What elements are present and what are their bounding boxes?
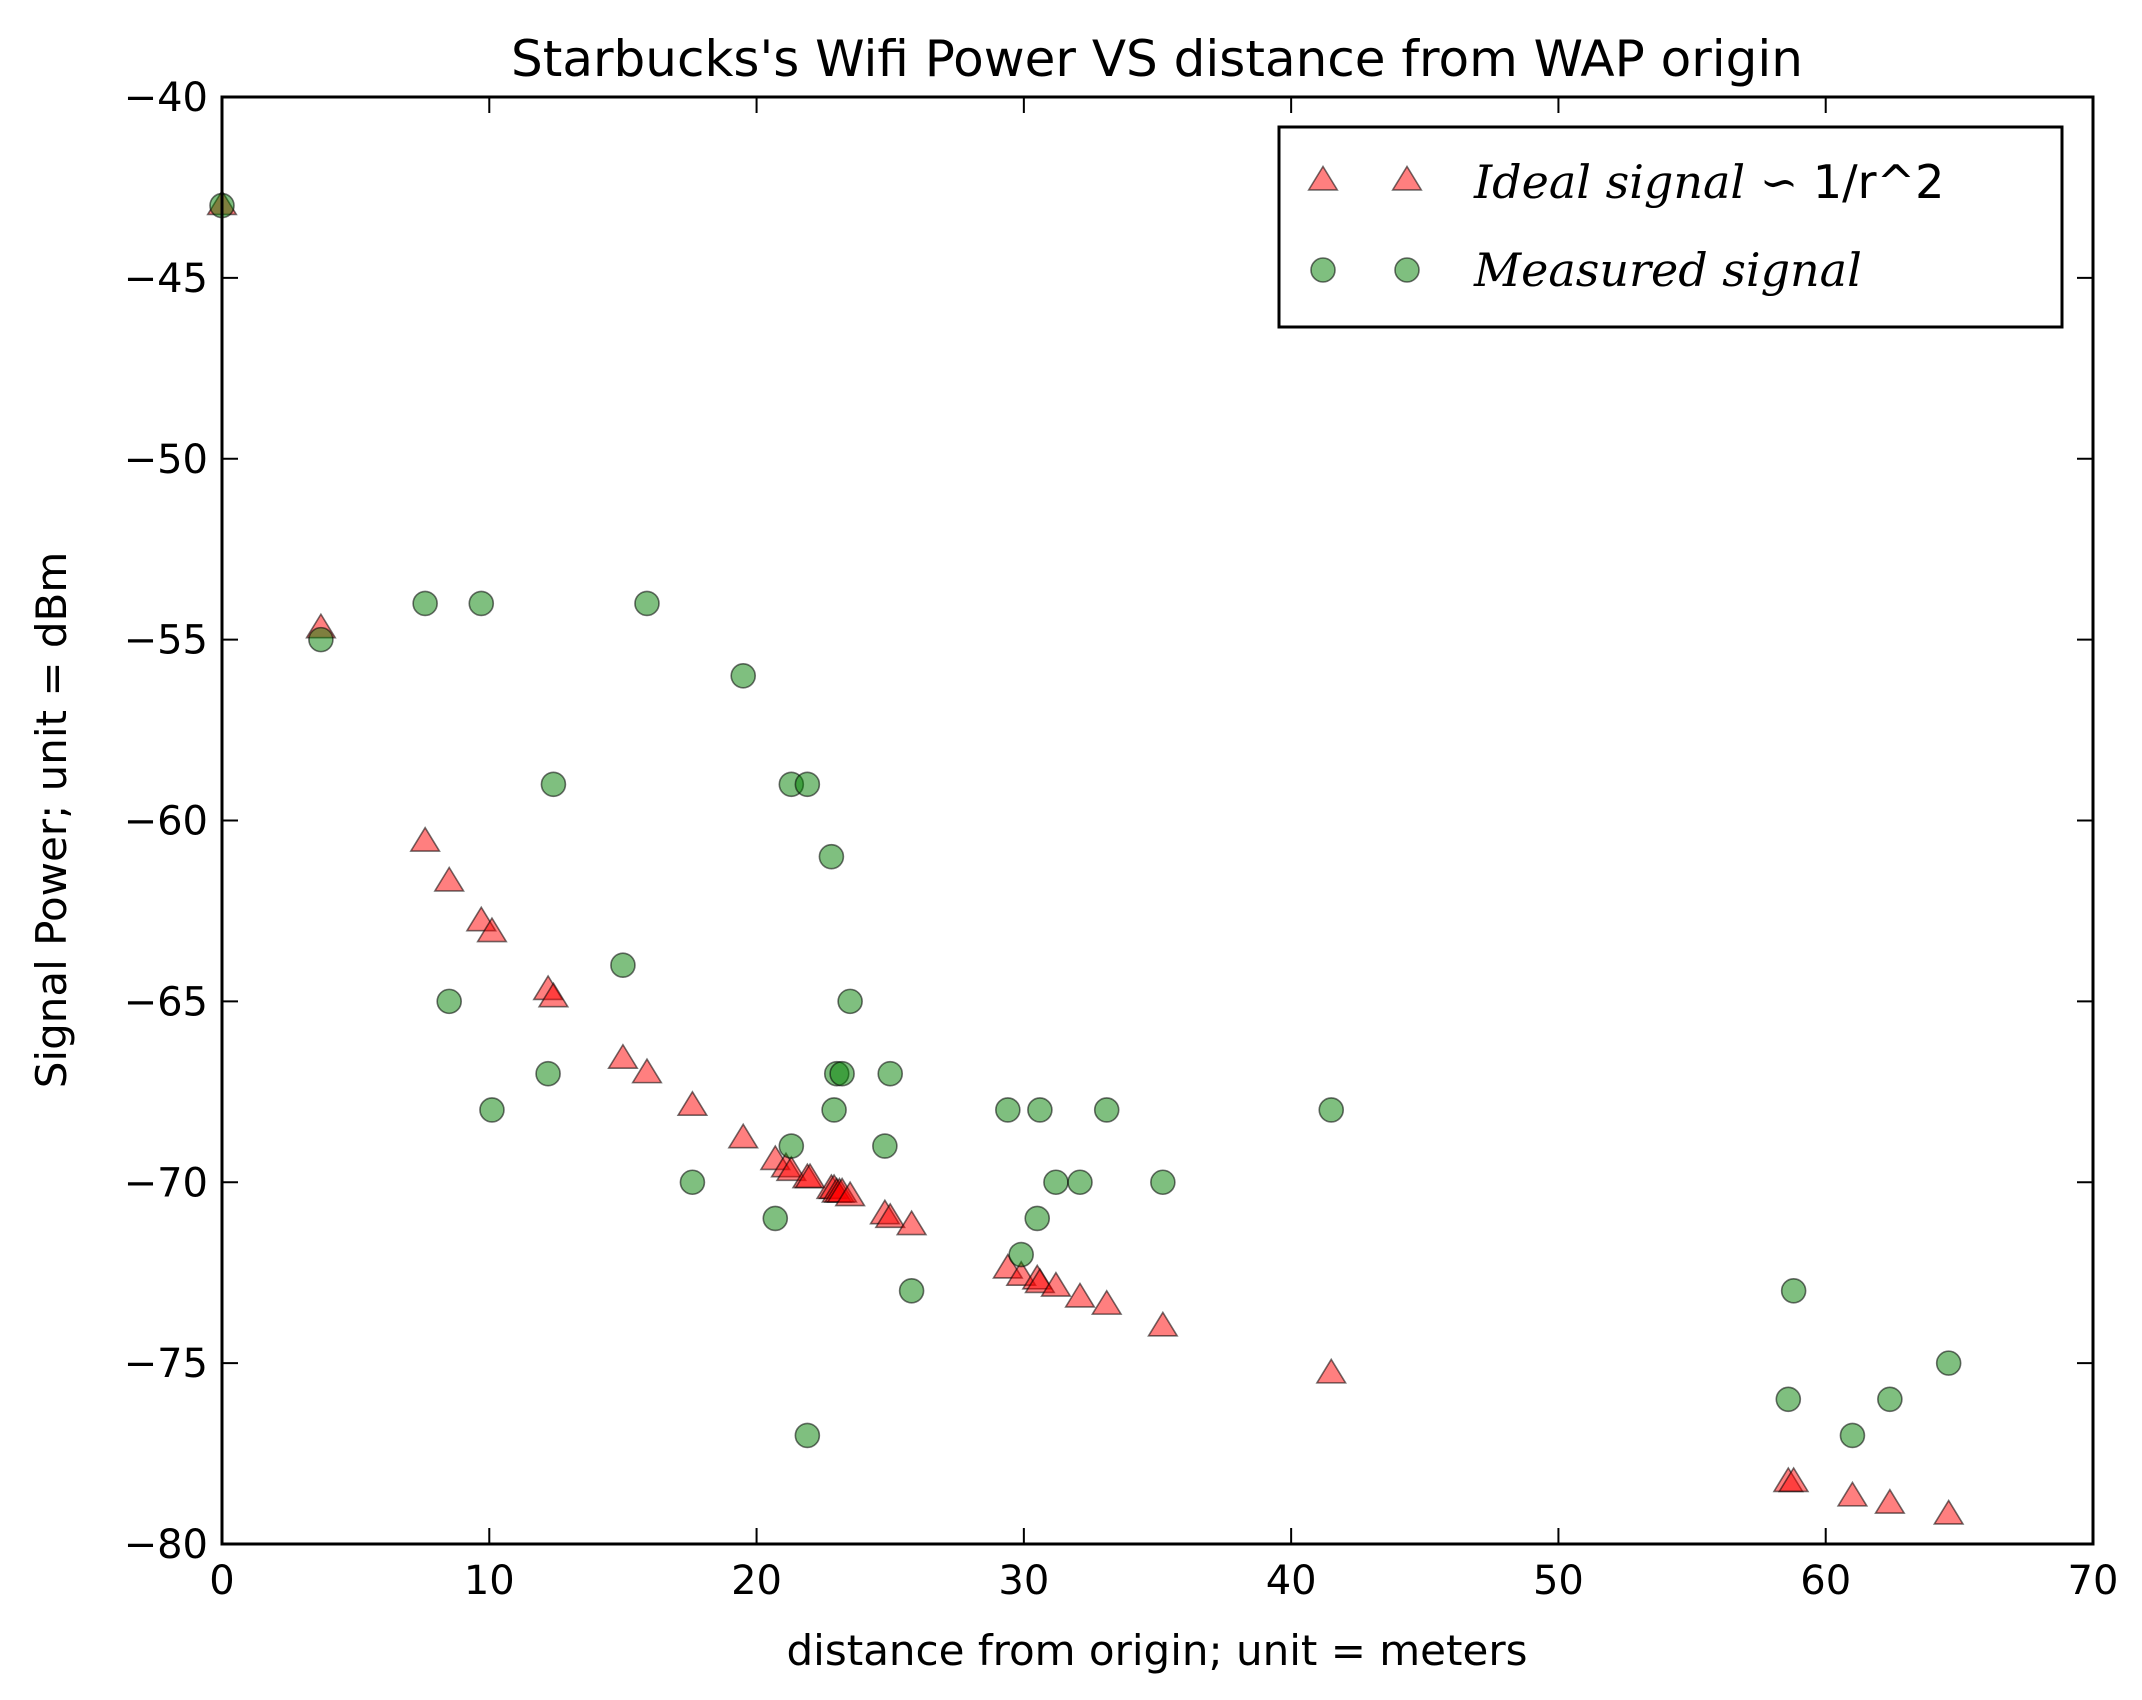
measured-point <box>308 626 334 653</box>
ideal-point <box>1090 1289 1123 1315</box>
x-tick-label: 20 <box>731 1558 782 1604</box>
ideal-point <box>676 1090 709 1116</box>
legend-ideal-marker <box>1391 164 1423 191</box>
y-tick-label: −70 <box>124 1160 208 1206</box>
measured-point <box>995 1097 1021 1123</box>
measured-point <box>818 843 845 870</box>
legend-measured-marker <box>1310 257 1336 283</box>
measured-point <box>794 771 821 798</box>
ideal-point <box>834 1180 866 1207</box>
measured-point <box>610 952 636 979</box>
measured-point <box>898 1277 925 1304</box>
ideal-point <box>1040 1271 1072 1297</box>
x-tick-label: 70 <box>2068 1558 2119 1604</box>
measured-point <box>837 988 863 1015</box>
ideal-point <box>1777 1466 1810 1493</box>
legend: Ideal signal ∽ 1/r^2 Measured signal <box>1277 125 2064 329</box>
y-tick-label: −40 <box>124 75 208 121</box>
measured-point <box>1093 1097 1120 1123</box>
measured-point <box>1067 1169 1093 1196</box>
measured-point <box>762 1205 789 1232</box>
measured-point <box>778 1133 805 1159</box>
plot-frame <box>220 95 2095 1546</box>
ideal-point <box>727 1122 759 1149</box>
ideal-point <box>1932 1499 1965 1525</box>
ideal-point <box>1147 1310 1179 1337</box>
measured-point <box>1935 1350 1962 1376</box>
measured-point <box>877 1060 904 1087</box>
measured-point <box>540 771 567 798</box>
measured-point <box>1043 1169 1069 1196</box>
measured-point <box>436 988 462 1015</box>
measured-point <box>1150 1169 1176 1196</box>
x-tick-label: 0 <box>209 1558 234 1604</box>
measured-point <box>821 1097 847 1123</box>
measured-point <box>1775 1386 1802 1413</box>
x-tick-label: 40 <box>1266 1558 1317 1604</box>
ideal-point <box>476 916 508 943</box>
legend-measured-marker <box>1394 257 1420 283</box>
y-tick-label: −45 <box>124 256 208 302</box>
ideal-point <box>794 1162 826 1189</box>
measured-point <box>794 1422 821 1449</box>
y-tick-label: −65 <box>124 979 208 1025</box>
measured-point <box>1008 1241 1034 1268</box>
y-tick-label: −55 <box>124 618 208 664</box>
measured-point <box>535 1060 561 1087</box>
legend-entry-measured: Measured signal <box>1473 243 1862 297</box>
x-axis-label: distance from origin; unit = meters <box>787 1626 1528 1675</box>
y-tick-label: −80 <box>124 1522 208 1568</box>
ideal-point <box>775 1155 808 1182</box>
ideal-point <box>1874 1488 1906 1514</box>
measured-point <box>1780 1277 1807 1304</box>
axis-tick-labels: 0 10 20 30 40 50 60 70 −80 −75 −70 −65 −60 −55 −50 −45 −… <box>124 75 2119 1604</box>
measured-point <box>634 590 660 617</box>
ideal-point <box>409 826 441 852</box>
x-tick-label: 10 <box>464 1558 515 1604</box>
measured-point <box>829 1060 855 1087</box>
measured-point <box>1318 1097 1345 1123</box>
ideal-point <box>631 1057 663 1084</box>
y-tick-label: −75 <box>124 1341 208 1387</box>
y-axis-label: Signal Power; unit = dBm <box>27 552 76 1089</box>
plot-area <box>222 97 2093 1544</box>
legend-entry-ideal-italic: Ideal signal ∽ <box>1473 155 1798 209</box>
ideal-point <box>1836 1480 1869 1507</box>
legend-entry-ideal-plain: 1/r^2 <box>1798 155 1944 209</box>
ideal-point <box>895 1209 928 1236</box>
measured-point <box>1027 1097 1053 1123</box>
ideal-point <box>537 981 570 1008</box>
legend-ideal-marker <box>1307 164 1339 191</box>
x-tick-label: 30 <box>998 1558 1049 1604</box>
measured-point <box>1839 1422 1866 1449</box>
measured-point <box>1877 1386 1903 1413</box>
x-tick-label: 50 <box>1533 1558 1584 1604</box>
measured-point <box>730 662 757 689</box>
measured-point <box>1024 1205 1051 1232</box>
y-tick-label: −50 <box>124 437 208 483</box>
legend-box <box>1277 125 2064 329</box>
measured-point <box>872 1133 898 1159</box>
legend-symbols <box>1307 164 1423 283</box>
data-markers <box>206 189 1965 1525</box>
ideal-point <box>1064 1281 1096 1308</box>
legend-entry-ideal: Ideal signal ∽ 1/r^2 <box>1473 155 1944 209</box>
x-tick-label: 60 <box>1800 1558 1851 1604</box>
measured-point <box>412 590 438 617</box>
y-tick-label: −60 <box>124 799 208 845</box>
chart-title: Starbucks's Wifi Power VS distance from … <box>511 30 1803 88</box>
measured-point <box>468 590 495 617</box>
ideal-point <box>874 1202 906 1229</box>
ideal-point <box>433 865 465 892</box>
ideal-point <box>607 1043 639 1069</box>
measured-point <box>679 1169 706 1196</box>
measured-point <box>479 1097 505 1123</box>
ideal-point <box>1315 1357 1347 1384</box>
